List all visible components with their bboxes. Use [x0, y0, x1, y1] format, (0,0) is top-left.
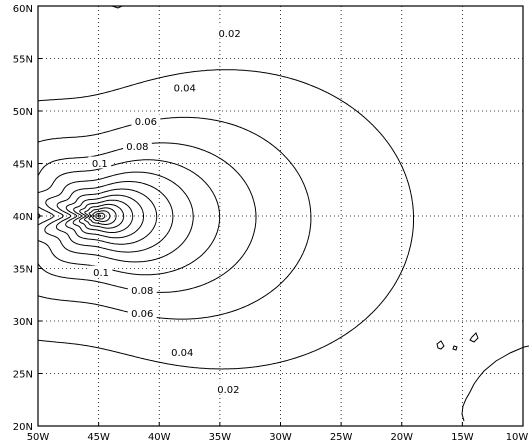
contour-label-bg — [167, 345, 197, 358]
x-tick-label: 25W — [330, 432, 353, 443]
contour-line — [91, 210, 111, 222]
contour-label-bg — [213, 382, 243, 395]
contour-line — [78, 199, 134, 233]
y-tick-label: 55N — [13, 55, 33, 66]
contour-line — [37, 159, 221, 276]
y-tick-label: 20N — [13, 422, 33, 433]
contour-label: 0.08 — [131, 286, 153, 297]
contour-label-bg — [131, 114, 161, 127]
contour-label-bg — [88, 156, 112, 169]
contour-line — [95, 212, 106, 220]
y-tick-label: 25N — [13, 370, 33, 381]
x-tick-label: 20W — [390, 432, 413, 443]
coastline-island-1 — [469, 332, 479, 343]
contour-label-bg — [170, 80, 200, 93]
coastline-island-3 — [452, 345, 458, 351]
y-tick-label: 40N — [13, 212, 33, 223]
contour-line — [55, 181, 174, 253]
x-tick-label: 10W — [506, 432, 529, 443]
contour-line — [72, 194, 144, 239]
contour-label-bg — [123, 139, 152, 152]
y-tick-label: 50N — [13, 107, 33, 118]
y-tick-label: 60N — [13, 4, 33, 15]
contour-label: 0.06 — [135, 117, 157, 128]
x-tick-label: 45W — [87, 432, 110, 443]
x-tick-label: 35W — [209, 432, 232, 443]
x-tick-label: 40W — [148, 432, 171, 443]
coastline-africa — [461, 345, 529, 422]
contour-label: 0.02 — [218, 29, 240, 40]
x-tick-label: 15W — [451, 432, 474, 443]
x-tick-label: 50W — [27, 432, 50, 443]
contour-labels: 0.02 0.04 0.06 0.08 0.1 0.1 0.08 0.06 0.04 0.02 — [88, 26, 244, 396]
contour-label-bg — [127, 283, 157, 296]
contour-label-bg — [127, 306, 157, 319]
coastline — [111, 5, 529, 422]
contour-label: 0.02 — [217, 385, 239, 396]
contour-label-bg — [89, 265, 113, 278]
contour-line — [83, 203, 125, 229]
contour-label-bg — [215, 26, 244, 39]
contour-label: 0.1 — [92, 159, 108, 170]
contour-line — [88, 207, 117, 225]
coastline-north — [111, 5, 123, 9]
contour-label: 0.06 — [131, 309, 153, 320]
y-tick-label: 35N — [13, 265, 33, 276]
axis-ticks: 50W 45W 40W 35W 30W 25W 20W 15W 10W 20N 25N 30N 35N 4… — [13, 4, 529, 443]
x-tick-label: 30W — [269, 432, 292, 443]
contour-line — [65, 188, 158, 245]
plot-frame — [37, 5, 524, 427]
contour-line — [37, 142, 257, 293]
contour-line — [37, 69, 414, 370]
contour-label: 0.04 — [171, 348, 193, 359]
coastline-island-2 — [436, 340, 445, 350]
contour-label: 0.08 — [126, 142, 148, 153]
y-tick-label: 45N — [13, 160, 33, 171]
contour-line — [97, 214, 102, 218]
contour-label: 0.1 — [93, 268, 109, 279]
y-tick-label: 30N — [13, 317, 33, 328]
contour-line — [44, 171, 194, 263]
grid-lines — [38, 6, 523, 426]
contour-label: 0.04 — [174, 83, 196, 94]
contour-lines — [37, 69, 414, 370]
